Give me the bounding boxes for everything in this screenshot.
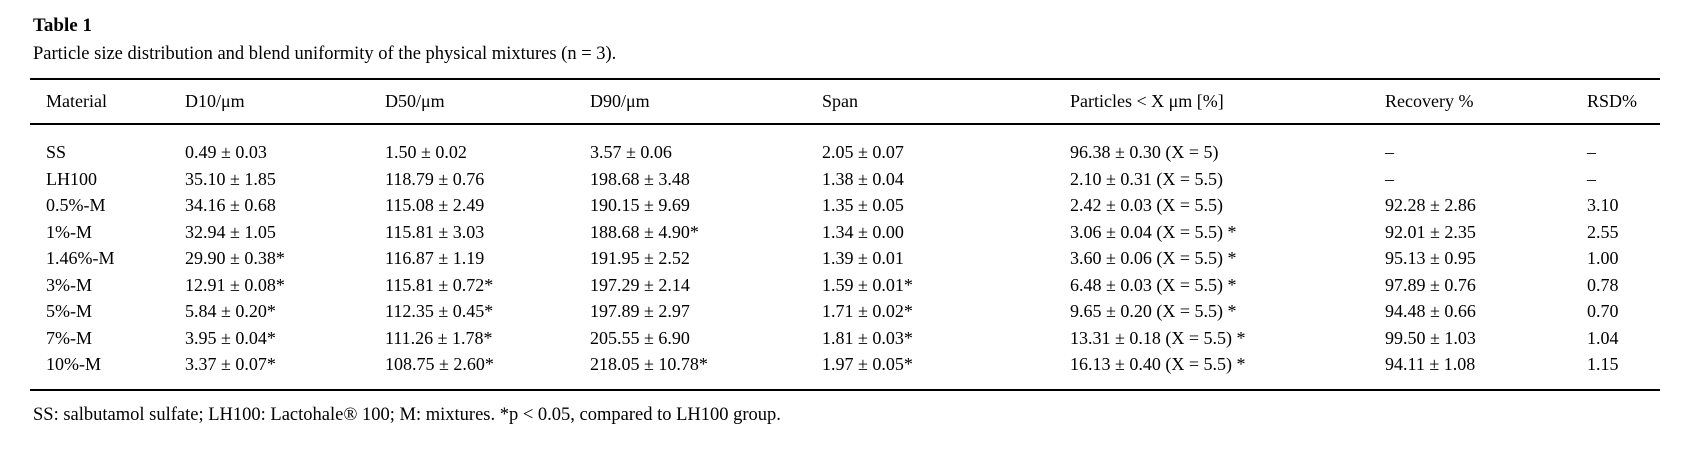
table-row: 1%-M 32.94 ± 1.05 115.81 ± 3.03 188.68 ± 4.…	[30, 218, 1660, 245]
table-row: SS 0.49 ± 0.03 1.50 ± 0.02 3.57 ± 0.06 2.05 …	[30, 124, 1660, 166]
table-cell: 1.50 ± 0.02	[385, 142, 467, 163]
table-cell: 6.48 ± 0.03 (X = 5.5) *	[1070, 274, 1237, 295]
table-cell: 1.97 ± 0.05*	[822, 354, 913, 375]
table-footnote: SS: salbutamol sulfate; LH100: Lactohale…	[33, 405, 781, 426]
table-cell: 5.84 ± 0.20*	[185, 301, 276, 322]
material-cell: 3%-M	[46, 274, 92, 295]
table-cell: 96.38 ± 0.30 (X = 5)	[1070, 142, 1219, 163]
table-cell: 3.95 ± 0.04*	[185, 327, 276, 348]
column-header: D90/μm	[574, 78, 806, 125]
table-body: SS 0.49 ± 0.03 1.50 ± 0.02 3.57 ± 0.06 2.05 …	[30, 124, 1660, 391]
column-header: Particles < X μm [%]	[1054, 78, 1369, 125]
table-cell: 116.87 ± 1.19	[385, 248, 485, 269]
table-cell: 0.70	[1587, 301, 1619, 322]
table-cell: 1.71 ± 0.02*	[822, 301, 913, 322]
table-cell: –	[1587, 142, 1596, 163]
table-row: 10%-M 3.37 ± 0.07* 108.75 ± 2.60* 218.05 ± …	[30, 351, 1660, 391]
table-cell: 0.78	[1587, 274, 1619, 295]
table-cell: 92.28 ± 2.86	[1385, 195, 1476, 216]
table-cell: 32.94 ± 1.05	[185, 221, 276, 242]
table-cell: 94.48 ± 0.66	[1385, 301, 1476, 322]
table-row: 1.46%-M 29.90 ± 0.38* 116.87 ± 1.19 191.95 …	[30, 245, 1660, 272]
table-caption: Particle size distribution and blend uni…	[33, 43, 617, 64]
table-cell: 115.81 ± 0.72*	[385, 274, 494, 295]
table-cell: 3.10	[1587, 195, 1619, 216]
table-row: 0.5%-M 34.16 ± 0.68 115.08 ± 2.49 190.15 ± …	[30, 192, 1660, 219]
table-cell: 34.16 ± 0.68	[185, 195, 276, 216]
table-cell: 29.90 ± 0.38*	[185, 248, 285, 269]
table-cell: 188.68 ± 4.90*	[590, 221, 699, 242]
material-cell: 0.5%-M	[46, 195, 106, 216]
table-cell: 198.68 ± 3.48	[590, 168, 690, 189]
table-cell: 2.42 ± 0.03 (X = 5.5)	[1070, 195, 1224, 216]
column-header: RSD%	[1571, 78, 1660, 125]
table-cell: 118.79 ± 0.76	[385, 168, 485, 189]
column-header: D50/μm	[369, 78, 574, 125]
table-row: 7%-M 3.95 ± 0.04* 111.26 ± 1.78* 205.55 ± 6…	[30, 324, 1660, 351]
column-header: D10/μm	[169, 78, 369, 125]
table-cell: 115.08 ± 2.49	[385, 195, 485, 216]
table-cell: 218.05 ± 10.78*	[590, 354, 708, 375]
table-cell: 1.34 ± 0.00	[822, 221, 904, 242]
table-cell: 97.89 ± 0.76	[1385, 274, 1476, 295]
table-cell: 2.10 ± 0.31 (X = 5.5)	[1070, 168, 1224, 189]
table-cell: 99.50 ± 1.03	[1385, 327, 1476, 348]
table-cell: 3.60 ± 0.06 (X = 5.5) *	[1070, 248, 1237, 269]
table-cell: 16.13 ± 0.40 (X = 5.5) *	[1070, 354, 1246, 375]
data-table: Material D10/μm D50/μm D90/μm Span Particles …	[30, 77, 1660, 392]
material-cell: 1.46%-M	[46, 248, 115, 269]
table-cell: 191.95 ± 2.52	[590, 248, 690, 269]
table-cell: 197.29 ± 2.14	[590, 274, 690, 295]
table-cell: –	[1587, 168, 1596, 189]
table-cell: 1.00	[1587, 248, 1619, 269]
material-cell: 7%-M	[46, 327, 92, 348]
table-cell: 13.31 ± 0.18 (X = 5.5) *	[1070, 327, 1246, 348]
table-cell: 1.04	[1587, 327, 1619, 348]
table-cell: –	[1385, 142, 1394, 163]
table-header: Material D10/μm D50/μm D90/μm Span Particles …	[30, 78, 1660, 125]
table-cell: 1.59 ± 0.01*	[822, 274, 913, 295]
table-cell: 95.13 ± 0.95	[1385, 248, 1476, 269]
table-cell: 115.81 ± 3.03	[385, 221, 485, 242]
table-cell: 1.38 ± 0.04	[822, 168, 904, 189]
table-row: LH100 35.10 ± 1.85 118.79 ± 0.76 198.68 ± 3…	[30, 165, 1660, 192]
table-cell: 3.06 ± 0.04 (X = 5.5) *	[1070, 221, 1237, 242]
table-cell: 112.35 ± 0.45*	[385, 301, 494, 322]
table-cell: 197.89 ± 2.97	[590, 301, 690, 322]
column-header: Recovery %	[1369, 78, 1571, 125]
material-cell: SS	[46, 142, 67, 163]
material-cell: LH100	[46, 168, 97, 189]
material-cell: 10%-M	[46, 354, 101, 375]
table-row: 5%-M 5.84 ± 0.20* 112.35 ± 0.45* 197.89 ± 2…	[30, 298, 1660, 325]
table-cell: 1.15	[1587, 354, 1619, 375]
table-header-row: Material D10/μm D50/μm D90/μm Span Particles …	[30, 78, 1660, 125]
table-cell: 190.15 ± 9.69	[590, 195, 690, 216]
column-header: Span	[806, 78, 1054, 125]
table-cell: 12.91 ± 0.08*	[185, 274, 285, 295]
material-cell: 5%-M	[46, 301, 92, 322]
table-cell: 205.55 ± 6.90	[590, 327, 690, 348]
table-cell: 111.26 ± 1.78*	[385, 327, 493, 348]
table-cell: 92.01 ± 2.35	[1385, 221, 1476, 242]
material-cell: 1%-M	[46, 221, 92, 242]
table-cell: 94.11 ± 1.08	[1385, 354, 1476, 375]
table-cell: 1.81 ± 0.03*	[822, 327, 913, 348]
table-cell: 2.05 ± 0.07	[822, 142, 904, 163]
table-cell: 3.37 ± 0.07*	[185, 354, 276, 375]
table-cell: 2.55	[1587, 221, 1619, 242]
table-cell: 35.10 ± 1.85	[185, 168, 276, 189]
column-header: Material	[30, 78, 169, 125]
table-title: Table 1	[33, 15, 92, 36]
table-cell: 0.49 ± 0.03	[185, 142, 267, 163]
table-cell: 9.65 ± 0.20 (X = 5.5) *	[1070, 301, 1237, 322]
table-cell: –	[1385, 168, 1394, 189]
table-cell: 1.39 ± 0.01	[822, 248, 904, 269]
table-cell: 1.35 ± 0.05	[822, 195, 904, 216]
table-cell: 108.75 ± 2.60*	[385, 354, 494, 375]
table-cell: 3.57 ± 0.06	[590, 142, 672, 163]
table-row: 3%-M 12.91 ± 0.08* 115.81 ± 0.72* 197.29 ± …	[30, 271, 1660, 298]
